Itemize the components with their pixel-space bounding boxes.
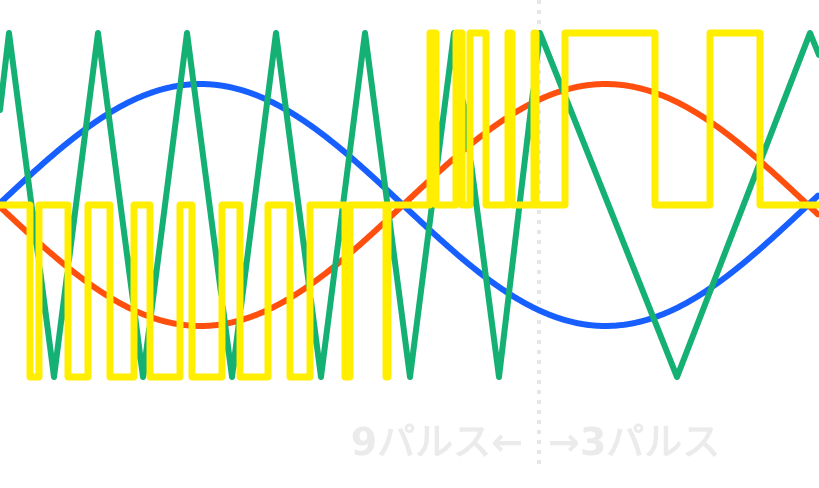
three-pulse-label: →3パルス bbox=[548, 420, 721, 464]
sine-wave-blue bbox=[0, 81, 819, 329]
pwm-pulse-train bbox=[0, 29, 819, 381]
triangle-carrier-wave bbox=[0, 30, 819, 380]
nine-pulse-label: 9パルス← bbox=[350, 420, 523, 464]
